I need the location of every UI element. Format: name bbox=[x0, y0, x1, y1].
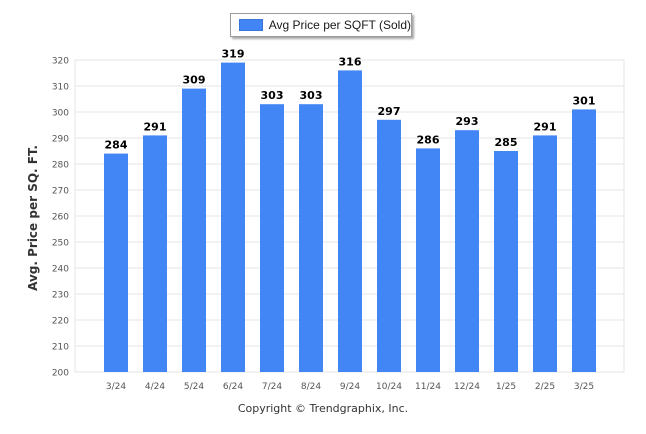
x-tick-label: 6/24 bbox=[223, 382, 243, 392]
x-tick-label: 4/24 bbox=[145, 382, 165, 392]
y-tick-label: 310 bbox=[52, 83, 69, 93]
bar bbox=[182, 88, 206, 372]
y-tick-label: 320 bbox=[52, 57, 69, 67]
y-tick-label: 230 bbox=[52, 291, 69, 301]
data-label: 286 bbox=[417, 133, 440, 146]
legend[interactable]: Avg Price per SQFT (Sold) bbox=[230, 13, 412, 37]
data-label: 293 bbox=[456, 115, 479, 128]
y-axis-title: Avg. Price per SQ. FT. bbox=[26, 145, 40, 291]
y-tick-label: 200 bbox=[52, 369, 69, 379]
bar bbox=[221, 62, 245, 372]
x-tick-label: 11/24 bbox=[415, 382, 441, 392]
data-label: 297 bbox=[378, 105, 401, 118]
x-tick-label: 5/24 bbox=[184, 382, 204, 392]
data-labels: 284 291 309 319 303 303 316 297 286 293 285 291 301 bbox=[105, 48, 596, 152]
bar bbox=[104, 153, 128, 372]
y-tick-label: 210 bbox=[52, 343, 69, 353]
y-tick-label: 260 bbox=[52, 213, 69, 223]
bar bbox=[416, 148, 440, 372]
data-label: 284 bbox=[105, 139, 128, 152]
data-label: 303 bbox=[261, 89, 284, 102]
x-tick-label: 12/24 bbox=[454, 382, 480, 392]
y-tick-label: 280 bbox=[52, 161, 69, 171]
x-tick-label: 3/24 bbox=[106, 382, 126, 392]
data-label: 291 bbox=[534, 120, 557, 133]
data-label: 316 bbox=[339, 55, 362, 68]
data-label: 309 bbox=[183, 74, 206, 87]
bar bbox=[533, 135, 557, 372]
bar bbox=[260, 104, 284, 372]
data-label: 285 bbox=[495, 136, 518, 149]
data-label: 291 bbox=[144, 120, 167, 133]
legend-swatch bbox=[239, 19, 263, 31]
y-tick-label: 250 bbox=[52, 239, 69, 249]
bar bbox=[572, 109, 596, 373]
y-tick-label: 220 bbox=[52, 317, 69, 327]
bar bbox=[338, 70, 362, 373]
y-tick-label: 240 bbox=[52, 265, 69, 275]
x-tick-label: 1/25 bbox=[496, 382, 516, 392]
bar bbox=[377, 119, 401, 372]
x-tick-label: 7/24 bbox=[262, 382, 282, 392]
x-tick-label: 3/25 bbox=[574, 382, 594, 392]
y-tick-label: 300 bbox=[52, 109, 69, 119]
bar bbox=[143, 135, 167, 372]
x-tick-label: 8/24 bbox=[301, 382, 321, 392]
bars bbox=[104, 62, 596, 373]
x-tick-label: 9/24 bbox=[340, 382, 360, 392]
x-tick-labels: 3/24 4/24 5/24 6/24 7/24 8/24 9/24 10/24 11/24 12… bbox=[106, 382, 594, 392]
bar bbox=[455, 130, 479, 372]
x-tick-label: 10/24 bbox=[376, 382, 402, 392]
y-tick-label: 290 bbox=[52, 135, 69, 145]
bar bbox=[494, 151, 518, 372]
data-label: 319 bbox=[222, 48, 245, 61]
bar bbox=[299, 104, 323, 372]
y-tick-labels: 200 210 220 230 240 250 260 270 280 290 300 310 320 bbox=[52, 57, 69, 379]
legend-label: Avg Price per SQFT (Sold) bbox=[268, 18, 411, 32]
data-label: 301 bbox=[573, 94, 596, 107]
y-tick-label: 270 bbox=[52, 187, 69, 197]
copyright-text: Copyright © Trendgraphix, Inc. bbox=[237, 402, 409, 415]
data-label: 303 bbox=[300, 89, 323, 102]
x-tick-label: 2/25 bbox=[535, 382, 555, 392]
